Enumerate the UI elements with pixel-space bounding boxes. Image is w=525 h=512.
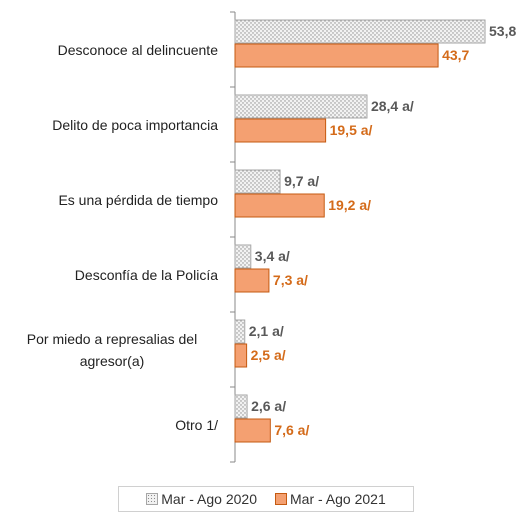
bar [234,319,246,344]
value-label: 7,3 a/ [273,272,308,288]
category-text: Es una pérdida de tiempo [58,191,218,208]
value-label: 2,6 a/ [251,398,286,414]
legend-swatch [275,493,287,505]
bar [234,394,248,419]
legend-label: Mar - Ago 2021 [290,491,386,507]
category-label: Delito de poca importancia [0,114,218,136]
chart: 53,8 43,7 28,4 a/19,5 a/9,7 a/19,2 a/3,4 a… [230,11,516,463]
category-text: Delito de poca importancia [52,116,218,133]
category-label: Es una pérdida de tiempo [0,189,218,211]
bar [234,43,439,68]
category-text: Desconoce al delincuente [57,41,218,58]
legend-label: Mar - Ago 2020 [161,491,257,507]
legend: Mar - Ago 2020 Mar - Ago 2021 [118,486,414,512]
category-label: Por miedo a represalias del agresor(a) [0,328,218,372]
value-label: 3,4 a/ [255,248,290,264]
bar [234,268,270,293]
category-text: Por miedo a represalias del agresor(a) [26,330,198,369]
bar [234,19,486,44]
legend-swatch [146,493,159,505]
category-text: Otro 1/ [175,416,218,433]
category-label: Otro 1/ [0,414,218,436]
bar [234,343,248,368]
category-label: Desconoce al delincuente [0,39,218,61]
bar [234,118,327,143]
value-label: 7,6 a/ [274,422,309,438]
value-label: 9,7 a/ [284,173,319,189]
bar [234,193,325,218]
category-text: Desconfía de la Policía [74,266,218,283]
category-label: Desconfía de la Policía [0,264,218,286]
value-label: 28,4 a/ [371,98,414,114]
value-label: 53,8 [489,23,516,39]
value-label: 2,1 a/ [249,323,284,339]
bar [234,169,281,194]
legend-item: Mar - Ago 2021 [275,491,386,507]
value-label: 19,5 a/ [330,122,373,138]
value-label: 43,7 [442,47,469,63]
bar [234,418,271,443]
value-label: 19,2 a/ [328,197,371,213]
bar [234,244,252,269]
legend-item: Mar - Ago 2020 [146,491,257,507]
value-label: 2,5 a/ [251,347,286,363]
bar [234,94,368,119]
